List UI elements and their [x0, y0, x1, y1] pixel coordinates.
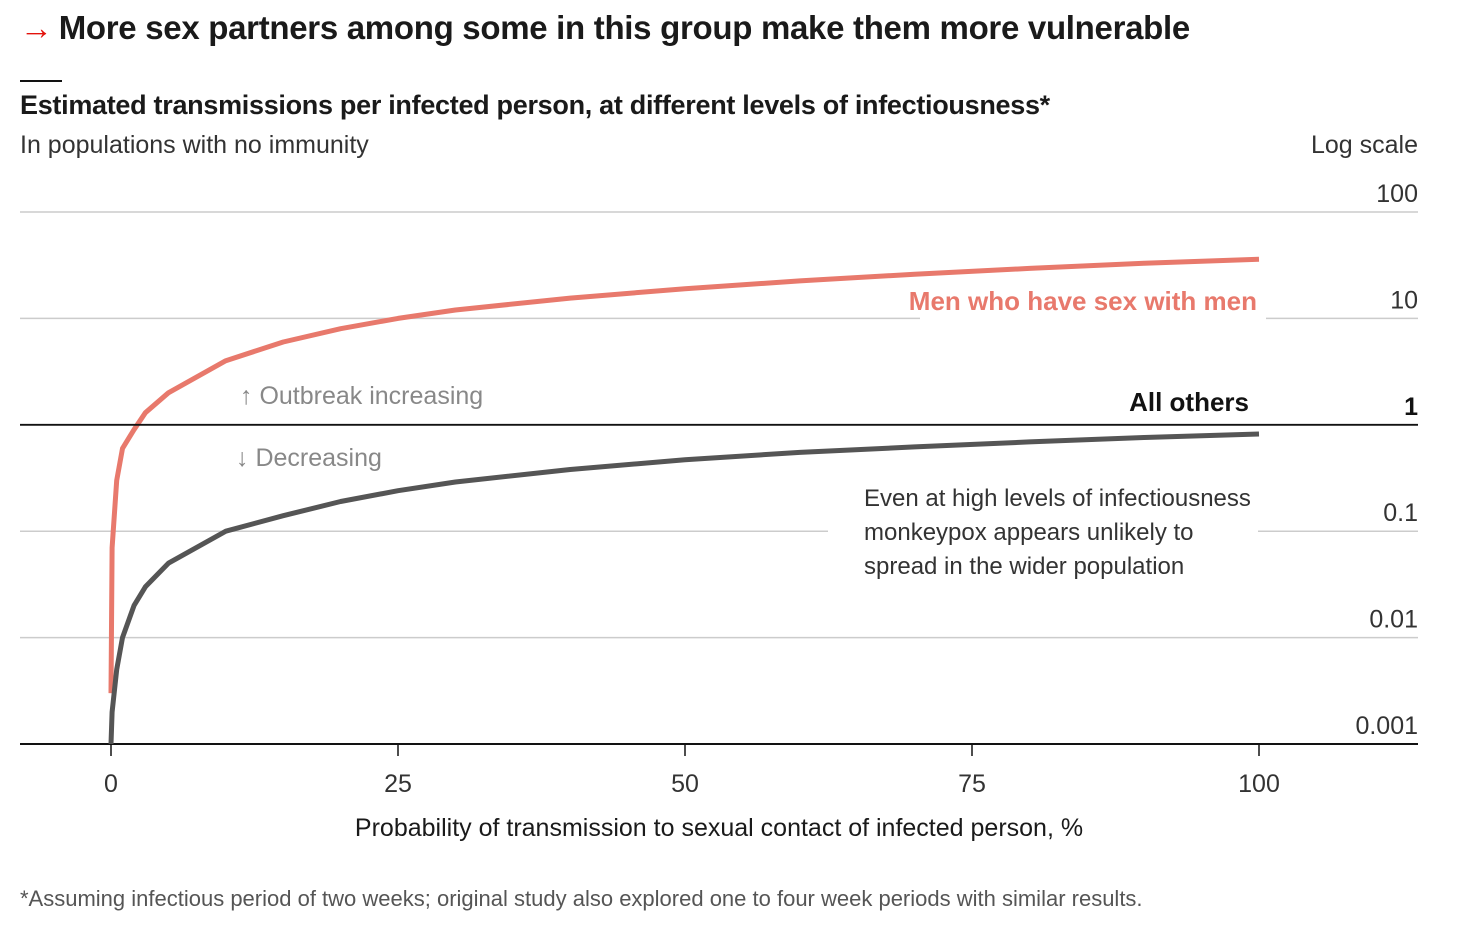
series-line-msm [108, 256, 1260, 694]
label-mask-msm [920, 282, 1266, 326]
chart-title: Estimated transmissions per infected per… [20, 90, 1050, 120]
arrow-right-icon: → [20, 9, 53, 46]
x-tick-label-50: 50 [671, 770, 699, 798]
annotation-outbreak-increasing: ↑ Outbreak increasing [240, 382, 483, 410]
x-tick-label-75: 75 [958, 770, 986, 798]
log-scale-note: Log scale [1310, 131, 1418, 159]
headline-text: More sex partners among some in this gro… [58, 9, 1191, 46]
series-label-msm: Men who have sex with men [909, 286, 1257, 316]
y-tick-label-10: 10 [1390, 286, 1418, 314]
y-tick-label-1: 1 [1404, 393, 1418, 421]
y-tick-label-0.1: 0.1 [1383, 499, 1418, 527]
x-tick-label-0: 0 [104, 770, 118, 798]
annotation-decreasing: ↓ Decreasing [236, 444, 382, 472]
x-tick-label-25: 25 [384, 770, 412, 798]
series-line-all-others [108, 431, 1260, 745]
y-tick-label-0.01: 0.01 [1369, 606, 1418, 634]
y-tick-label-100: 100 [1376, 180, 1418, 208]
annotation-note-line-2: monkeypox appears unlikely to [864, 519, 1194, 546]
headline: → More sex partners among some in this g… [20, 6, 1190, 50]
x-tick-label-100: 100 [1238, 770, 1280, 798]
label-mask-note [828, 478, 1258, 588]
title-rule [20, 80, 62, 82]
y-tick-label-0.001: 0.001 [1355, 712, 1418, 740]
annotation-note-line-1: Even at high levels of infectiousness [864, 485, 1251, 512]
series-label-all-others: All others [1129, 387, 1249, 417]
annotation-note-line-3: spread in the wider population [864, 553, 1184, 580]
footnote: *Assuming infectious period of two weeks… [20, 886, 1143, 911]
x-axis-title: Probability of transmission to sexual co… [355, 814, 1083, 842]
chart-subtitle: In populations with no immunity [20, 131, 369, 159]
